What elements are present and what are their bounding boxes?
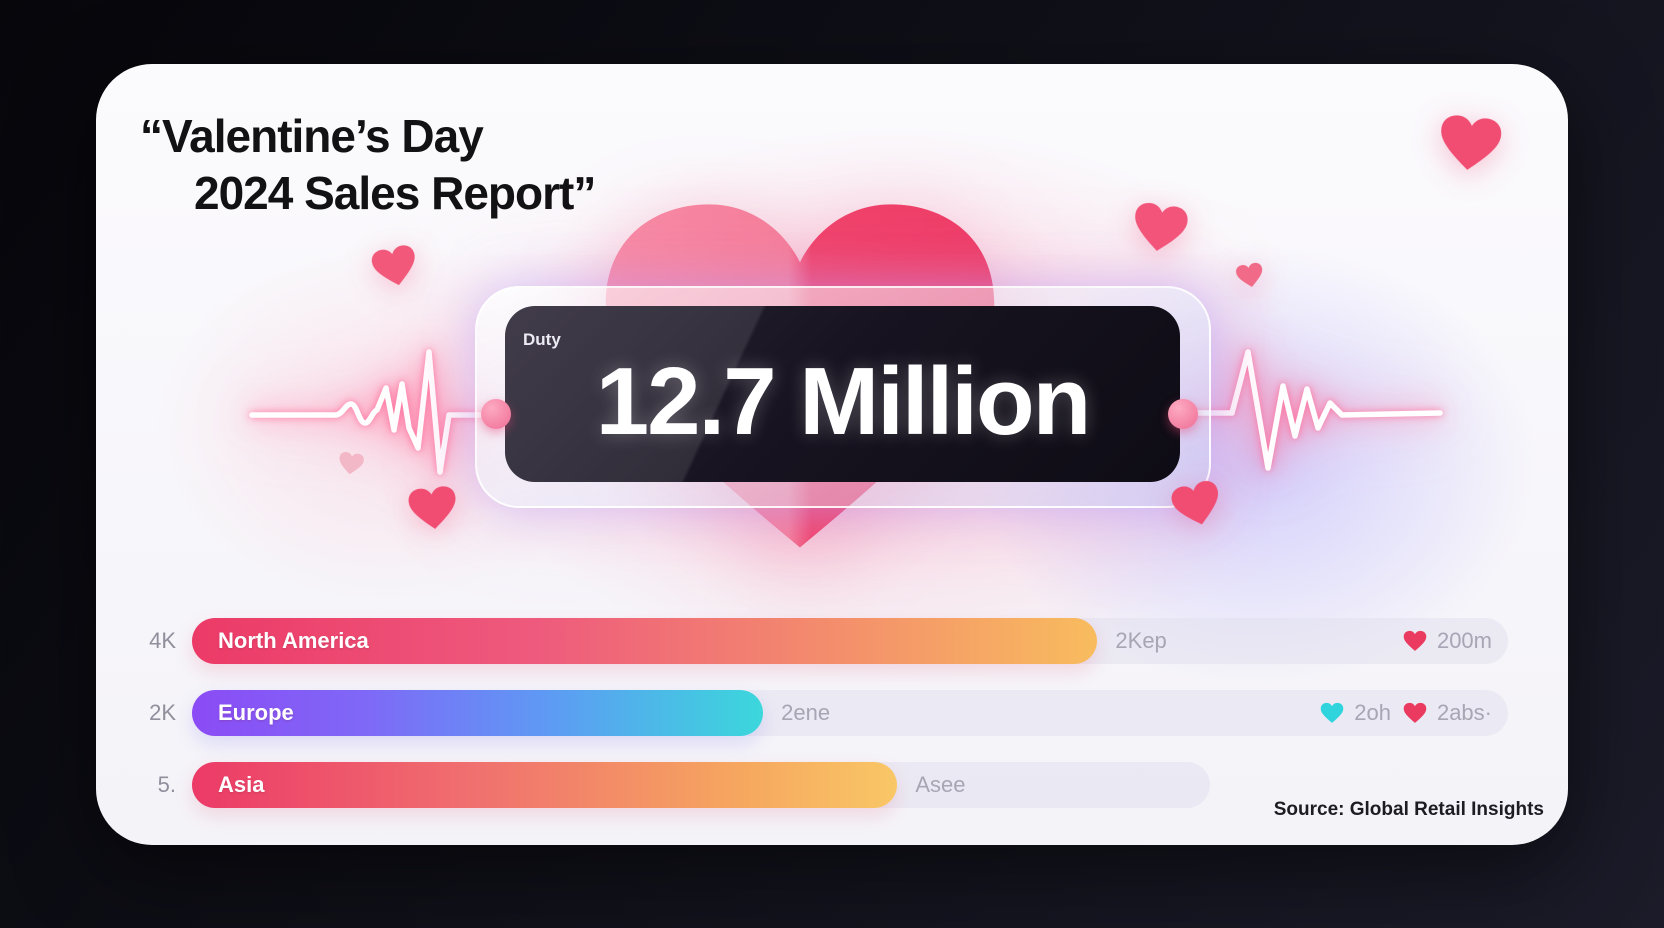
- title-line-2: 2024 Sales Report”: [194, 167, 596, 219]
- bar: Asia: [192, 762, 898, 808]
- heart-icon: [1435, 112, 1505, 176]
- bar-label: North America: [218, 628, 369, 653]
- bar-label: Asia: [218, 772, 265, 797]
- stat: 2oh: [1320, 700, 1391, 726]
- bar-label: Europe: [218, 700, 294, 725]
- heart-icon: [336, 450, 365, 477]
- source-credit: Source: Global Retail Insights: [1273, 799, 1544, 820]
- metric-badge: Duty 12.7 Million: [505, 306, 1180, 482]
- heart-red-icon: [1403, 702, 1427, 724]
- heart-icon: [1234, 261, 1266, 291]
- row-stats: 2oh 2abs·: [1320, 690, 1492, 736]
- badge-sheen: [505, 306, 1180, 482]
- bar: North America: [192, 618, 1098, 664]
- row-stats: 200m: [1403, 618, 1492, 664]
- bar-row-north-america: 4K North America 2Kep 200m: [149, 618, 1508, 664]
- metric-value: 12.7 Million: [595, 348, 1091, 455]
- pulse-dot-left: [481, 399, 511, 429]
- page-title: “Valentine’s Day 2024 Sales Report”: [140, 108, 596, 222]
- stat: 200m: [1403, 628, 1492, 654]
- bar-value-label: Asee: [915, 772, 966, 797]
- stat-value: 2abs·: [1436, 700, 1492, 725]
- stat-value: 200m: [1436, 628, 1492, 653]
- bar-value-label: 2Kep: [1115, 628, 1167, 653]
- heart-icon: [406, 484, 460, 534]
- heartbeat-line-left: [249, 349, 484, 475]
- report-card: “Valentine’s Day 2024 Sales Report” Duty…: [96, 64, 1568, 845]
- stat: 2abs·: [1403, 700, 1492, 726]
- title-line-1: “Valentine’s Day: [140, 110, 484, 162]
- heart-icon: [368, 242, 422, 292]
- bar-value-label: 2ene: [781, 700, 831, 725]
- heart-red-icon: [1403, 630, 1427, 652]
- axis-label: 2K: [149, 700, 176, 725]
- pulse-dot-right: [1168, 399, 1198, 429]
- axis-label: 4K: [149, 628, 176, 653]
- bar-row-europe: 2K Europe 2ene 2oh 2abs·: [149, 690, 1508, 736]
- metric-label: Duty: [523, 330, 561, 349]
- heartbeat-line-right: [1192, 349, 1443, 471]
- bar-row-asia: 5. Asia Asee: [158, 762, 1508, 808]
- heart-icon: [1129, 199, 1191, 257]
- axis-label: 5.: [157, 772, 176, 797]
- heart-cyan-icon: [1320, 702, 1344, 724]
- bar: Europe: [192, 690, 764, 736]
- stat-value: 2oh: [1354, 700, 1391, 725]
